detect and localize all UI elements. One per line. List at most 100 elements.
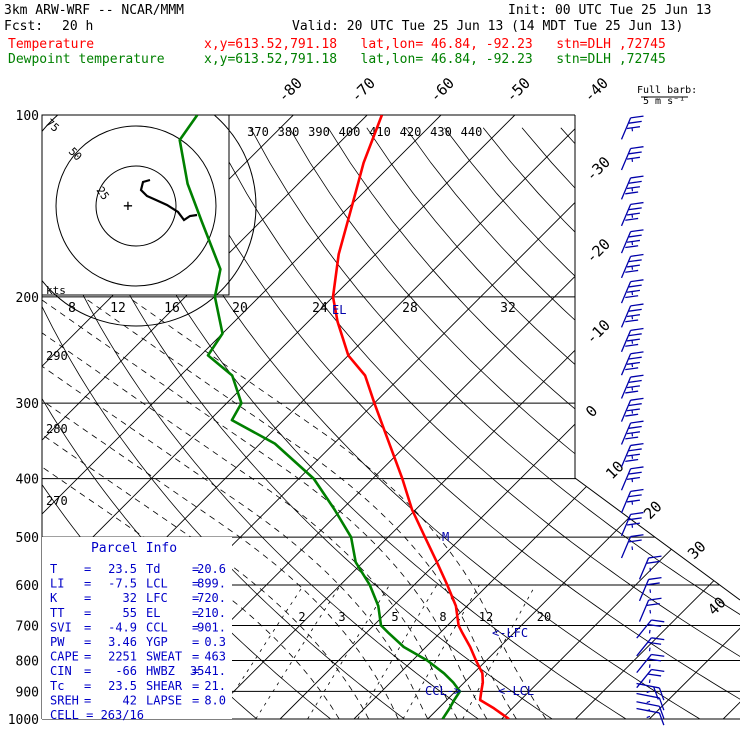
parcel-eq: = bbox=[192, 664, 199, 678]
parcel-value: 23.5 bbox=[108, 679, 137, 693]
dry-adiabat bbox=[133, 127, 722, 719]
isotherm-label: -50 bbox=[502, 74, 534, 106]
wind-barb-staff bbox=[646, 700, 651, 704]
wind-barb bbox=[638, 597, 662, 622]
dry-adiabat bbox=[42, 127, 497, 719]
parcel-eq: = bbox=[84, 635, 91, 649]
wind-barb-flag bbox=[626, 156, 641, 160]
parcel-key: LFC bbox=[146, 591, 168, 605]
wind-barb-flag bbox=[628, 494, 642, 498]
wind-barb-flag bbox=[648, 673, 662, 677]
isotherm-line bbox=[353, 115, 740, 719]
wind-barb-shaft bbox=[620, 353, 632, 376]
wind-barb bbox=[620, 511, 644, 537]
speed-axis-label: 12 bbox=[110, 301, 126, 316]
pressure-tick-label: 600 bbox=[16, 579, 39, 594]
wind-barb-flag bbox=[630, 303, 644, 307]
wind-barb bbox=[636, 653, 665, 674]
parcel-key: CIN bbox=[50, 664, 72, 678]
isotherm-line bbox=[575, 115, 740, 719]
wind-barb-shaft bbox=[636, 701, 660, 707]
wind-barb-flag bbox=[628, 539, 642, 543]
wind-barb-flag bbox=[658, 687, 665, 701]
parcel-key: LCL bbox=[146, 577, 168, 591]
wind-barb-flag bbox=[630, 201, 644, 206]
wind-barb-flag bbox=[646, 602, 660, 607]
ccl-label: CCL-> bbox=[425, 684, 461, 698]
theta-label: 380 bbox=[278, 125, 300, 139]
wind-barb-flag bbox=[628, 284, 642, 288]
parcel-value: 23.5 bbox=[108, 562, 137, 576]
wind-barb-flag bbox=[626, 289, 641, 293]
wind-barb-flag bbox=[628, 356, 642, 360]
wind-barb-flag bbox=[625, 367, 639, 371]
wind-barb-flag bbox=[628, 333, 642, 337]
theta-label: 390 bbox=[308, 125, 330, 139]
parcel-eq: = bbox=[192, 591, 199, 605]
wind-barb-flag bbox=[626, 239, 641, 243]
pressure-tick-label: 800 bbox=[16, 654, 39, 669]
wind-barb-flag bbox=[626, 212, 641, 216]
wind-barb-staff bbox=[646, 715, 651, 719]
lfc-label: <-LFC bbox=[492, 626, 528, 640]
pressure-tick-label: 300 bbox=[16, 397, 39, 412]
wind-barb-shaft bbox=[620, 491, 632, 514]
wind-barb-shaft bbox=[636, 637, 652, 657]
dry-adiabat bbox=[288, 127, 740, 719]
parcel-key: PW bbox=[50, 635, 65, 649]
wind-barb-flag bbox=[628, 471, 642, 475]
theta-label: 420 bbox=[400, 125, 422, 139]
wind-barb-flag bbox=[625, 295, 639, 299]
parcel-key: K bbox=[50, 591, 58, 605]
forecast-label: Fcst: bbox=[4, 19, 44, 34]
mixing-ratio-label: 12 bbox=[479, 610, 493, 624]
isotherm-label: -60 bbox=[426, 74, 458, 106]
wind-barb-flag bbox=[626, 499, 641, 503]
wind-barb-flag bbox=[630, 253, 644, 257]
wind-barb-flag bbox=[630, 374, 644, 378]
wind-barb-shaft bbox=[620, 536, 632, 559]
wind-barb-flag bbox=[648, 555, 662, 559]
parcel-eq: = bbox=[84, 591, 91, 605]
wind-barb bbox=[620, 327, 644, 353]
pressure-tick-label: 700 bbox=[16, 619, 39, 634]
wind-barb-shaft bbox=[620, 256, 632, 279]
parcel-eq: = bbox=[84, 693, 91, 707]
parcel-info-bg bbox=[42, 537, 232, 719]
wind-barb-flag bbox=[630, 175, 644, 179]
mixing-ratio-line bbox=[402, 584, 480, 719]
parcel-key: YGP bbox=[146, 635, 168, 649]
wind-barb bbox=[620, 115, 644, 140]
dry-adiabat bbox=[42, 127, 48, 719]
parcel-key: LI bbox=[50, 577, 64, 591]
wind-barb bbox=[620, 229, 644, 254]
parcel-key: CAPE bbox=[50, 650, 79, 664]
wind-barb-flag bbox=[648, 576, 662, 581]
wind-barb bbox=[636, 692, 665, 711]
theta-side-label: 280 bbox=[46, 422, 68, 436]
wind-barb-flag bbox=[626, 431, 641, 435]
dry-adiabat bbox=[444, 127, 740, 719]
hodograph-ring bbox=[42, 115, 257, 327]
parcel-value: 3541. bbox=[190, 664, 226, 678]
wind-barb-shaft bbox=[620, 148, 632, 171]
wind-barb bbox=[620, 303, 644, 328]
wind-barb-flag bbox=[648, 658, 662, 662]
isotherm-line bbox=[42, 115, 368, 719]
speed-axis-label: 24 bbox=[312, 301, 328, 316]
parcel-key: SVI bbox=[50, 620, 72, 634]
isotherm-label: -10 bbox=[582, 316, 614, 348]
parcel-value: 42 bbox=[123, 693, 137, 707]
wind-barb bbox=[620, 466, 644, 491]
speed-axis-label: 20 bbox=[232, 301, 248, 316]
isotherm-label: 20 bbox=[640, 497, 666, 523]
sounding-layer bbox=[178, 115, 510, 719]
wind-barb bbox=[620, 279, 644, 304]
speed-axis-label: 16 bbox=[164, 301, 180, 316]
parcel-value: 463 bbox=[204, 650, 226, 664]
parcel-eq: = bbox=[192, 562, 199, 576]
valid-time: Valid: 20 UTC Tue 25 Jun 13 (14 MDT Tue … bbox=[292, 19, 684, 34]
wind-barb-flag bbox=[626, 126, 641, 130]
wind-barb-flag bbox=[651, 637, 665, 641]
